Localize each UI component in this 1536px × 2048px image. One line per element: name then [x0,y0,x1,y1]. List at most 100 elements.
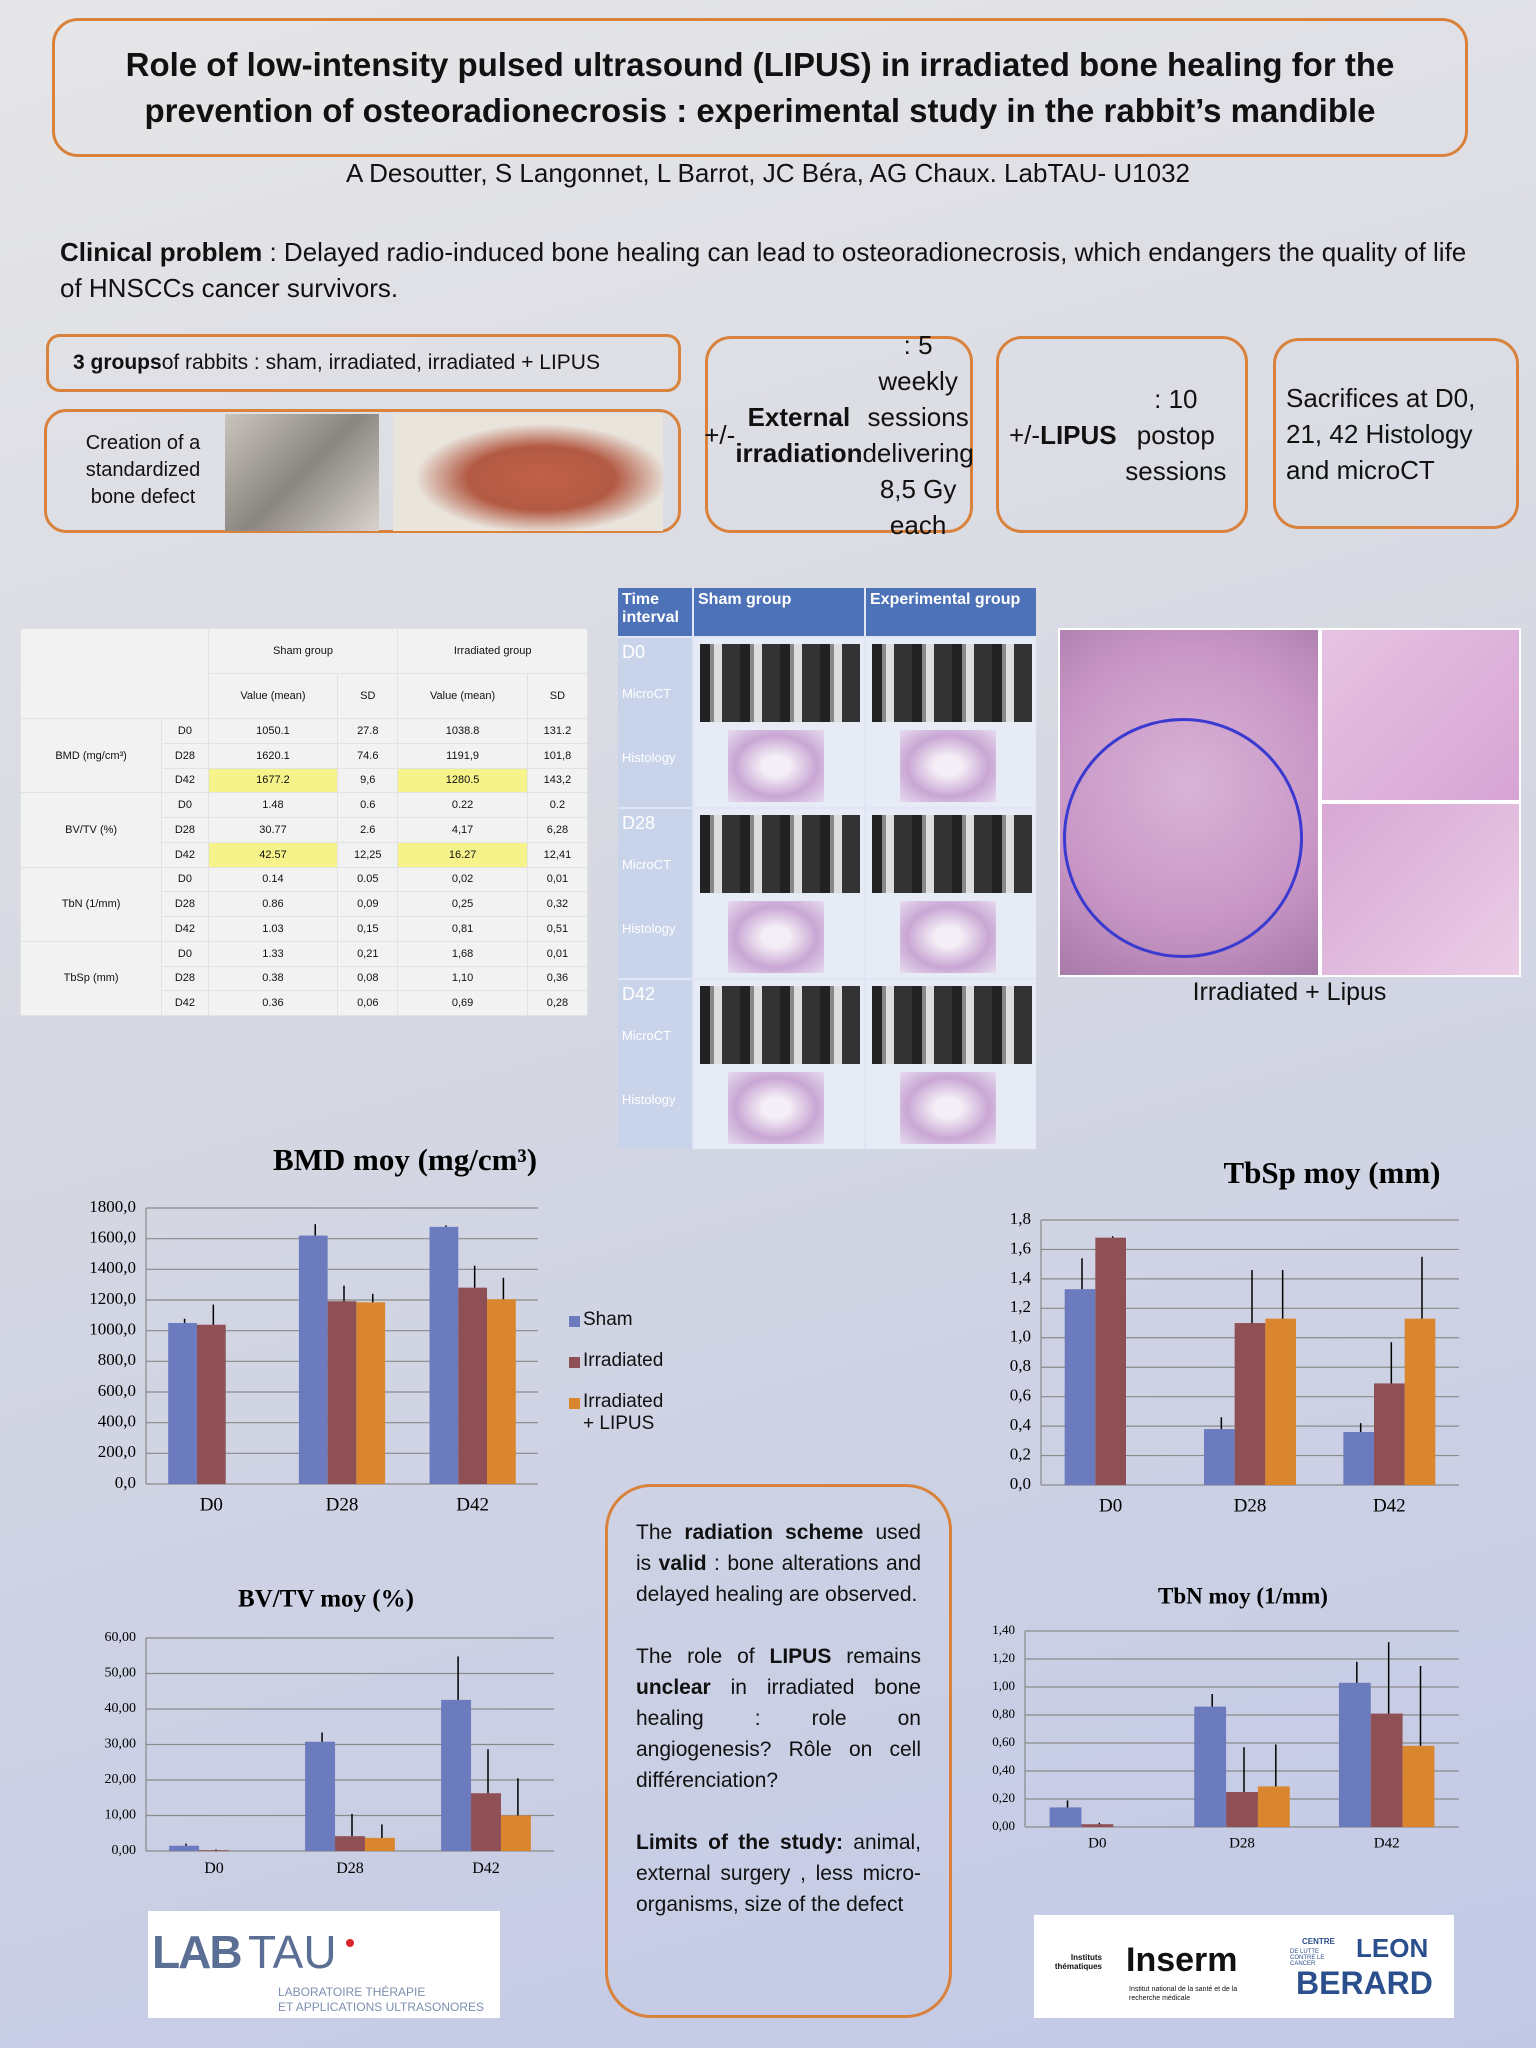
logo-text: BERARD [1296,1965,1433,2001]
histology-image [900,1072,996,1144]
bar [1049,1807,1082,1827]
y-tick-label: 0,6 [1010,1386,1031,1405]
defect-box: Creation of a standardized bone defect [44,409,681,533]
logo-text: TAU [248,1926,337,1978]
image-cell [694,980,864,1149]
bar [441,1699,472,1851]
bar [1204,1429,1235,1485]
cell: 1,10 [397,965,528,992]
y-tick-label: 60,00 [105,1630,137,1645]
column-header: SD [337,673,399,719]
legend-swatch [569,1357,580,1368]
y-tick-label: 0,40 [992,1762,1015,1777]
time-cell: D42 [161,990,209,1016]
modality-label: Histology [622,921,676,936]
y-tick-label: 0,00 [112,1843,137,1858]
bar [500,1815,531,1851]
modality-label: MicroCT [622,1028,672,1043]
cell: 0.2 [526,792,589,818]
y-tick-label: 0,60 [992,1734,1015,1749]
logo-text: ET APPLICATIONS ULTRASONORES [278,2000,485,2014]
table-row: D42 0.36 0,06 0,69 0,28 [21,990,589,1016]
table-row: TbSp (mm) D0 1.33 0,21 1,68 0,01 [19,940,589,1017]
table-row: BMD (mg/cm³) D0 1050.1 27.8 1038.8 131.2 [19,717,589,794]
legend-label: Sham [583,1309,633,1330]
bar [168,1322,197,1484]
y-tick-label: 50,00 [105,1666,137,1681]
time-cell: D0 [161,718,209,744]
y-tick-label: 1,40 [992,1622,1015,1637]
column-header: Sham group [694,588,864,636]
table-row: D42 1677.2 9,6 1280.5 143,2 [21,767,589,794]
text: +/- [704,419,736,450]
time-cell: D42 [161,916,209,942]
paragraph: The role of LIPUS remains unclear in irr… [636,1641,921,1796]
imaging-panel: Time interval Sham group Experimental grou… [618,588,1036,1149]
y-tick-label: 0,8 [1010,1356,1031,1375]
microct-image [700,986,860,1064]
text: : bone alterations and delayed healing a… [636,1552,921,1606]
table-row: D28 0.38 0,08 1,10 0,36 [21,965,589,992]
y-tick-label: 1,8 [1010,1209,1031,1228]
cell: 30.77 [207,817,339,843]
bar [327,1301,357,1484]
x-tick-label: D42 [1374,1835,1400,1851]
paragraph: Limits of the study: animal, external su… [636,1827,921,1920]
chart-title: TbN moy (1/mm) [1158,1583,1328,1608]
bar [335,1836,365,1851]
histology-image [728,901,824,973]
text: used is [636,1521,921,1575]
bar [196,1324,226,1484]
results-table: Sham group Irradiated group Value (mean) SD… [19,628,589,1017]
x-tick-label: D0 [200,1494,223,1515]
cell: 0.14 [207,866,339,893]
cell: 0,01 [526,940,589,967]
bold-text: LIPUS [769,1645,832,1668]
bold-text: LIPUS [1040,419,1117,450]
x-tick-label: D28 [326,1494,359,1515]
time-label: D28 [622,813,656,833]
x-tick-label: D0 [1088,1835,1106,1851]
cell: 0,09 [337,891,399,917]
bar [458,1287,488,1484]
labtau-logo: LAB TAU LABORATOIRE THÉRAPIE ET APPLICAT… [148,1911,500,2018]
bar [169,1845,200,1851]
cell: 1038.8 [397,718,528,744]
text: remains [831,1645,921,1668]
cell: 74.6 [337,742,399,769]
cell: 0.6 [337,792,399,818]
defect-text: Creation of a standardized bone defect [85,432,201,508]
bar [1404,1318,1436,1485]
sacrifices-box: Sacrifices at D0, 21, 42 Histology and m… [1273,338,1519,529]
cell: 0,36 [526,965,589,992]
y-tick-label: 200,0 [98,1442,136,1461]
modality-label: MicroCT [622,686,672,701]
y-tick-label: 30,00 [105,1737,137,1752]
y-tick-label: 1,00 [992,1678,1015,1693]
bold-text: radiation scheme [684,1521,864,1544]
text: : Delayed radio-induced bone healing can… [60,237,1467,303]
table-row: TbN (1/mm) D0 0.14 0.05 0,02 0,01 [19,866,589,942]
legend-label: Irradiated [583,1350,664,1371]
y-tick-label: 800,0 [98,1350,136,1369]
time-cell: D28 [161,891,209,917]
table-row: BV/TV (%) D0 1.48 0.6 0.22 0.2 [19,792,589,868]
cell: 27.8 [337,718,399,744]
x-tick-label: D42 [1373,1495,1406,1516]
cell: 1280.5 [397,767,528,794]
time-label: D0 [622,642,646,662]
bar [1370,1713,1403,1827]
logo-text: LABORATOIRE THÉRAPIE [278,1985,426,1999]
bar [305,1741,336,1851]
row-header: D0 MicroCT Histology [618,638,692,807]
column-header: Experimental group [866,588,1036,636]
cell: 12,25 [337,841,399,868]
bar [1257,1786,1290,1827]
bar [1343,1432,1375,1485]
table-row: D28 30.77 2.6 4,17 6,28 [21,817,589,843]
text: : 5 weekly sessions delivering 8,5 Gy ea… [862,329,974,540]
cell: 143,2 [526,767,589,794]
cell: 1677.2 [207,767,339,794]
logo-text: CENTRE [1302,1937,1335,1946]
